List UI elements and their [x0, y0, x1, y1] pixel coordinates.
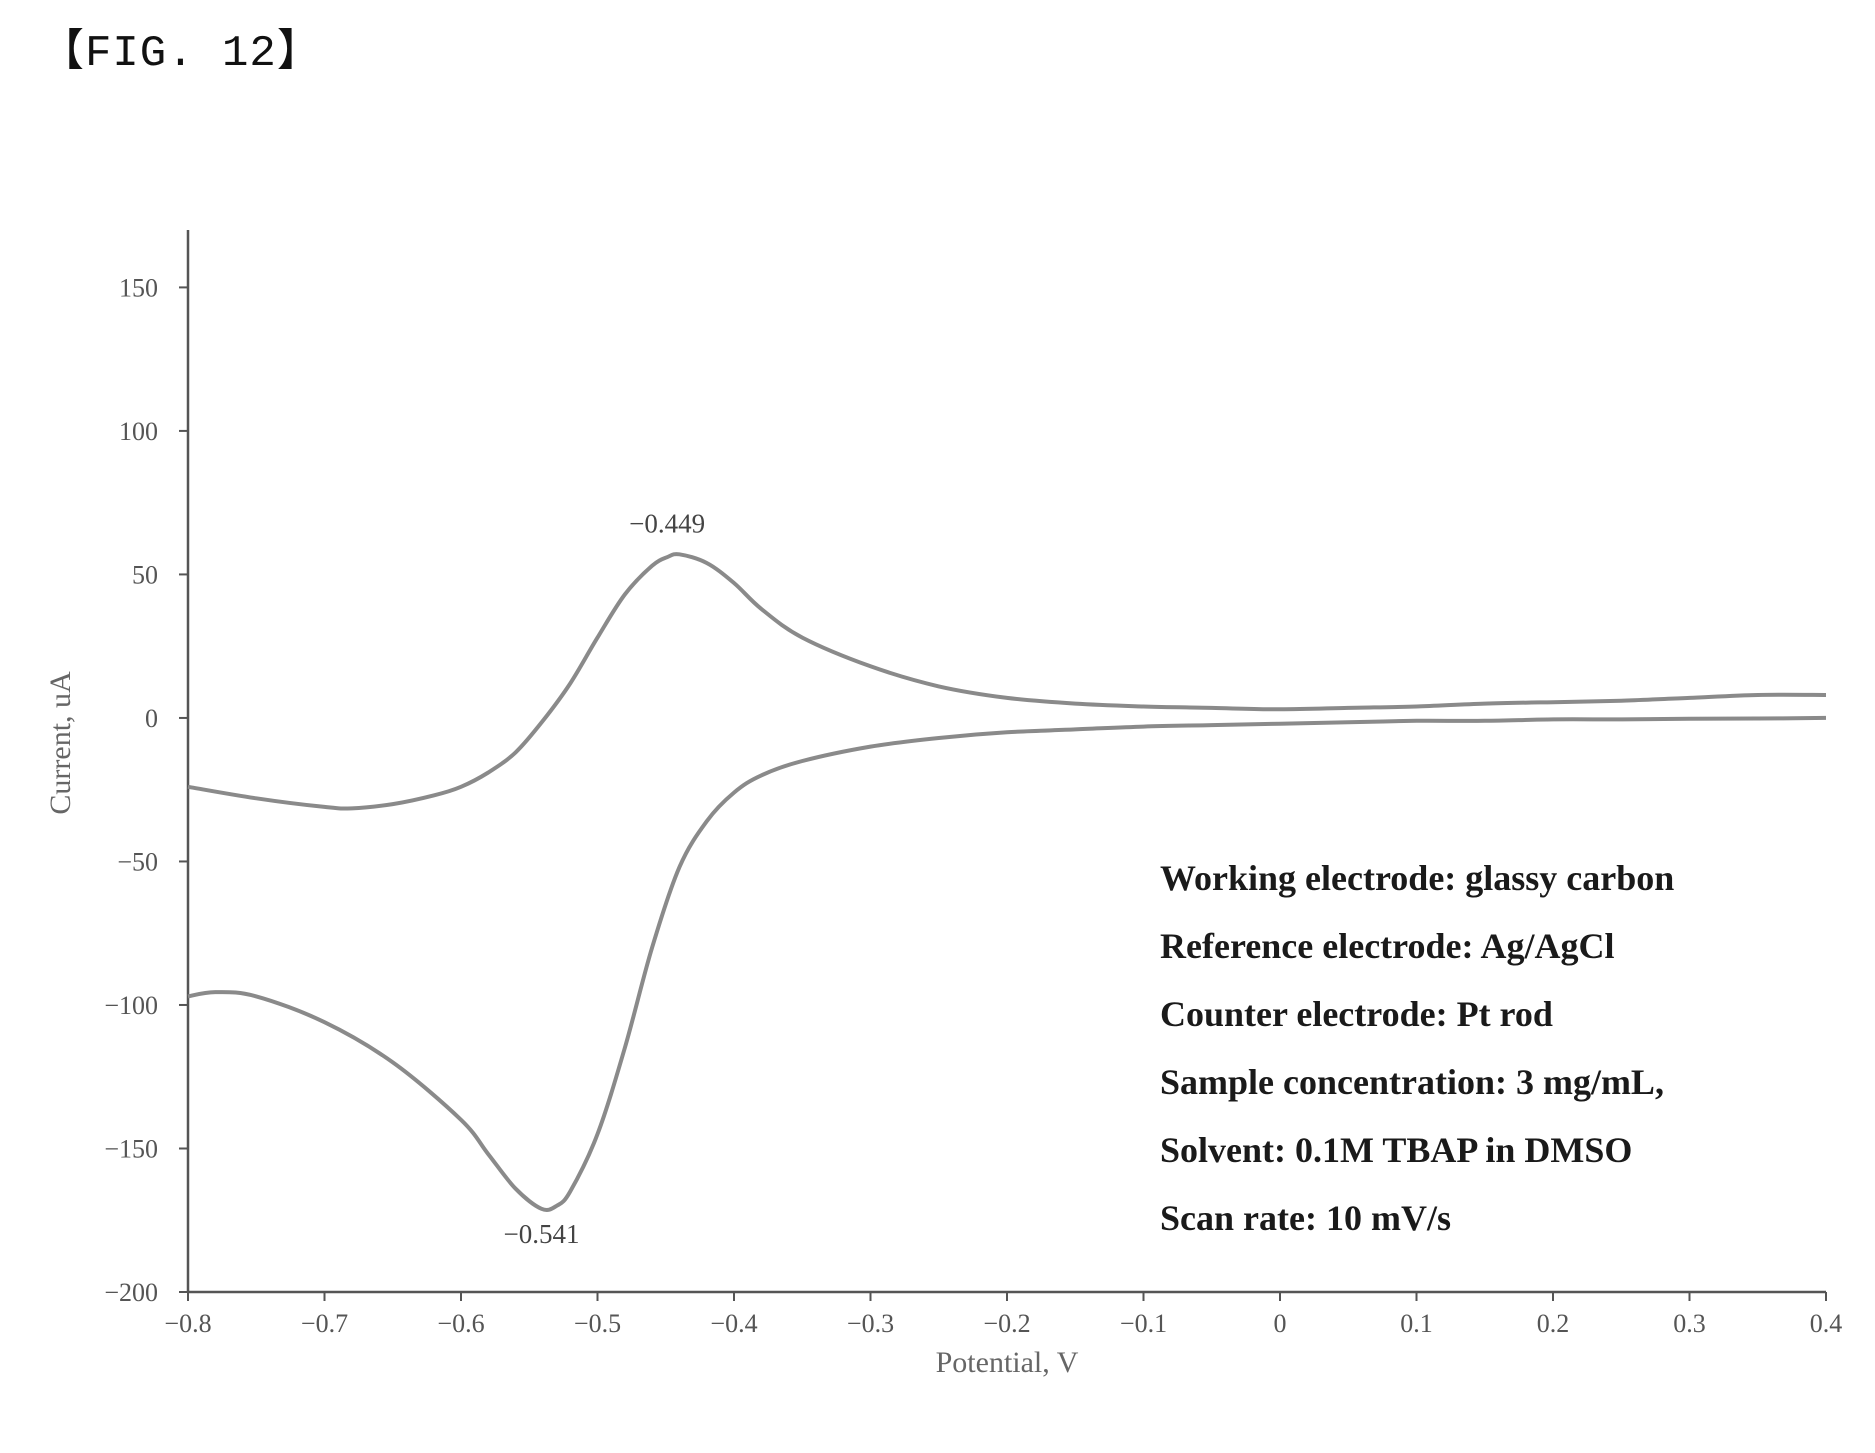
y-tick-label: −200 [104, 1278, 158, 1307]
y-tick-label: 0 [145, 704, 158, 733]
peak-potential-label: −0.449 [629, 508, 705, 538]
y-tick-label: −50 [117, 847, 158, 876]
condition-line: Solvent: 0.1M TBAP in DMSO [1160, 1130, 1632, 1170]
x-tick-label: 0.2 [1537, 1309, 1570, 1338]
experiment-conditions: Working electrode: glassy carbon Referenc… [1160, 858, 1674, 1238]
x-tick-label: −0.5 [574, 1309, 621, 1338]
x-tick-label: 0.3 [1673, 1309, 1706, 1338]
x-tick-label: −0.4 [710, 1309, 757, 1338]
x-tick-label: −0.2 [983, 1309, 1030, 1338]
x-axis-ticks: −0.8 −0.7 −0.6 −0.5 −0.4 −0.3 −0.2 −0.1 0 0.1 0.2 0… [164, 1292, 1842, 1338]
x-tick-label: −0.3 [847, 1309, 894, 1338]
condition-line: Sample concentration: 3 mg/mL, [1160, 1062, 1664, 1102]
condition-line: Reference electrode: Ag/AgCl [1160, 926, 1614, 966]
y-tick-label: −100 [104, 991, 158, 1020]
y-tick-label: 100 [119, 417, 158, 446]
y-tick-label: 50 [132, 560, 158, 589]
x-tick-label: −0.1 [1120, 1309, 1167, 1338]
chart-curves [187, 552, 1827, 1212]
peak-potential-label: −0.541 [504, 1219, 580, 1249]
cathodic-scan-curve [187, 715, 1827, 1212]
peak-labels: −0.449 −0.541 [504, 508, 706, 1248]
y-axis-ticks: −200 −150 −100 −50 0 50 100 150 [104, 273, 188, 1307]
anodic-scan-curve [187, 552, 1827, 811]
condition-line: Counter electrode: Pt rod [1160, 994, 1553, 1034]
x-tick-label: −0.8 [164, 1309, 211, 1338]
y-axis-title: Current, uA [44, 671, 77, 815]
figure-label: 【FIG. 12】 [40, 29, 322, 79]
x-axis-title: Potential, V [936, 1346, 1079, 1379]
x-tick-label: −0.7 [301, 1309, 348, 1338]
y-tick-label: 150 [119, 273, 158, 302]
x-tick-label: 0 [1274, 1309, 1287, 1338]
x-tick-label: 0.1 [1400, 1309, 1433, 1338]
condition-line: Scan rate: 10 mV/s [1160, 1198, 1451, 1238]
x-tick-label: −0.6 [437, 1309, 484, 1338]
x-tick-label: 0.4 [1810, 1309, 1843, 1338]
y-tick-label: −150 [104, 1134, 158, 1163]
condition-line: Working electrode: glassy carbon [1160, 858, 1674, 898]
